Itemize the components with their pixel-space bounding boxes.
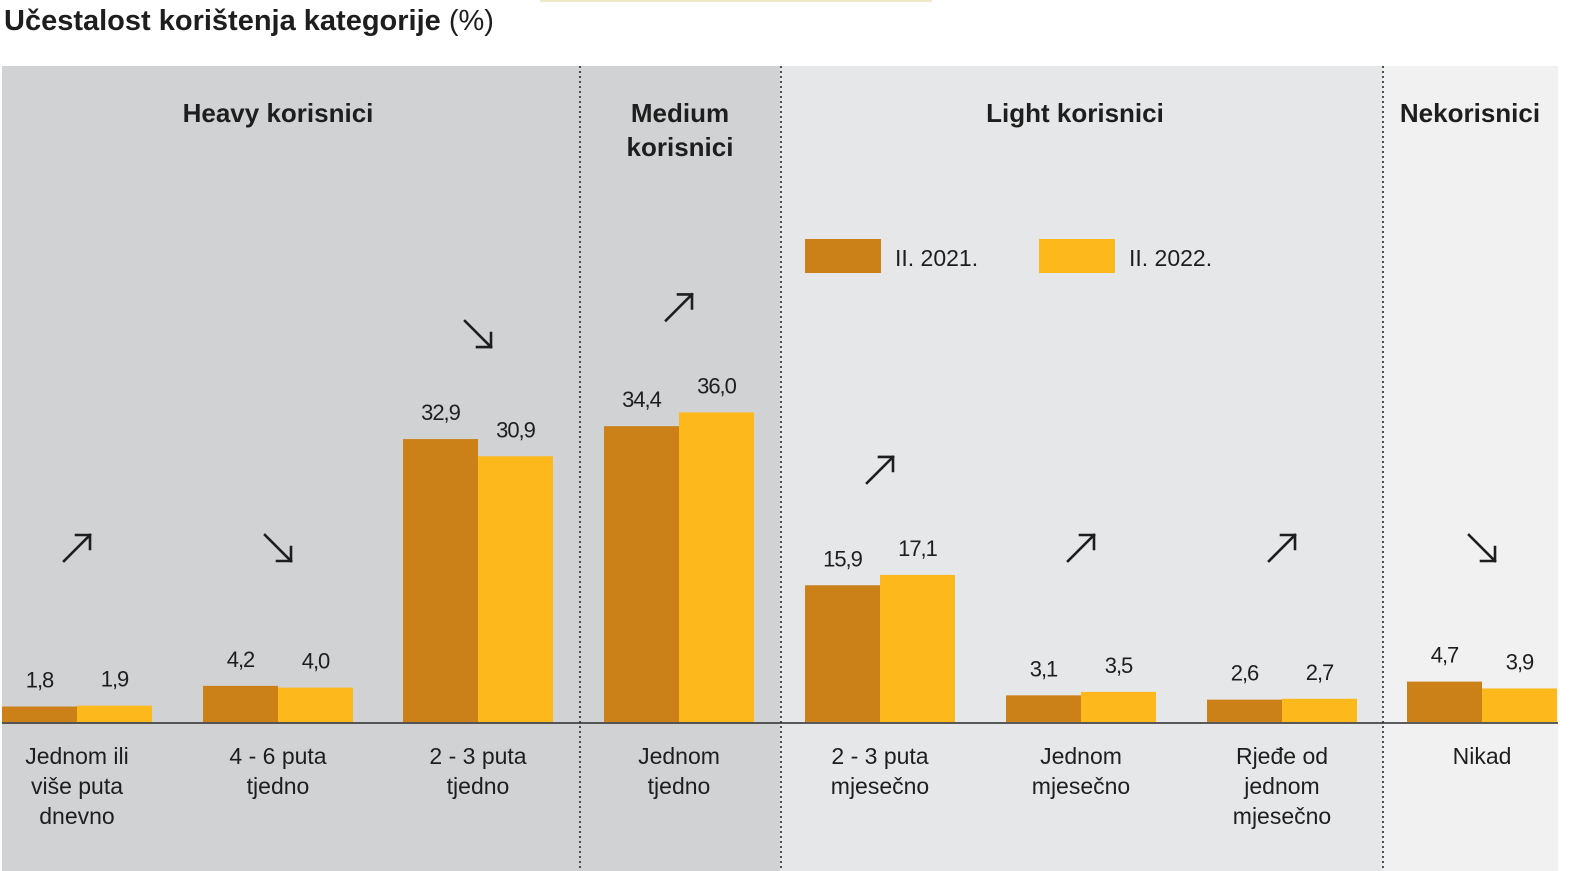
trend-arrow-shaft: [263, 533, 293, 563]
value-label-2021-5: 15,9: [823, 546, 863, 571]
chart-title-unit: (%): [448, 5, 494, 37]
trend-arrow-shaft: [865, 455, 895, 485]
bar-2021-6: [1006, 695, 1081, 722]
category-label-8: Nikad: [1453, 743, 1512, 769]
trend-arrow-head: [676, 293, 694, 310]
value-label-2021-4: 34,4: [622, 387, 662, 412]
group-title-1: Heavy korisnici: [183, 98, 374, 128]
trend-arrow-head: [74, 533, 92, 551]
bar-2021-8: [1407, 681, 1482, 722]
category-label-line: jednom: [1243, 773, 1319, 799]
trend-arrow-shaft: [463, 319, 493, 349]
value-label-2022-7: 2,7: [1306, 660, 1334, 685]
trend-arrow-up-6: [1066, 533, 1096, 563]
trend-arrow-head: [1479, 545, 1497, 563]
bar-2022-5: [880, 574, 955, 722]
category-label-line: mjesečno: [1032, 773, 1130, 799]
category-label-line: dnevno: [39, 803, 114, 829]
category-label-5: 2 - 3 puta mjesečno: [831, 743, 929, 799]
legend-swatch-2: [1039, 239, 1115, 273]
value-label-2022-6: 3,5: [1105, 653, 1133, 678]
bar-2021-4: [604, 426, 679, 722]
top-accent-strip: [540, 0, 932, 2]
value-label-2022-5: 17,1: [898, 536, 938, 561]
value-label-2021-1: 1,8: [26, 668, 54, 693]
group-title-2-line-2: korisnici: [627, 132, 734, 162]
category-label-line: Rjeđe od: [1236, 743, 1328, 769]
value-label-2021-3: 32,9: [421, 400, 461, 425]
trend-arrow-down-2: [263, 533, 293, 563]
category-label-line: mjesečno: [831, 773, 929, 799]
trend-arrow-up-4: [664, 292, 694, 323]
category-label-line: tjedno: [648, 773, 711, 799]
category-label-2: 4 - 6 puta tjedno: [229, 743, 326, 799]
trend-arrow-up-1: [62, 533, 92, 563]
trend-arrow-head: [1078, 533, 1096, 551]
group-title-4: Nekorisnici: [1400, 98, 1540, 128]
legend-label-2: II. 2022.: [1129, 245, 1212, 271]
group-title-2-line-1: Medium: [631, 98, 729, 128]
category-label-line: 2 - 3 puta: [831, 743, 928, 769]
bar-2022-3: [478, 456, 553, 722]
trend-arrow-up-5: [865, 455, 895, 485]
value-label-2022-8: 3,9: [1506, 649, 1534, 674]
legend-label-1: II. 2021.: [895, 245, 978, 271]
trend-arrow-down-8: [1467, 533, 1497, 563]
category-label-7: Rjeđe od jednom mjesečno: [1233, 743, 1331, 829]
category-label-3: 2 - 3 puta tjedno: [429, 743, 526, 799]
category-label-line: tjedno: [447, 773, 510, 799]
category-label-line: 2 - 3 puta: [429, 743, 526, 769]
trend-arrow-shaft: [1267, 533, 1297, 563]
chart-title: Učestalost korištenja kategorije (%): [4, 4, 494, 38]
category-label-line: 4 - 6 puta: [229, 743, 326, 769]
trend-arrow-head: [877, 455, 895, 473]
bar-2021-2: [203, 685, 278, 722]
bar-2022-6: [1081, 691, 1156, 722]
trend-arrow-head: [475, 331, 493, 349]
category-label-6: Jednom mjesečno: [1032, 743, 1130, 799]
value-label-2022-2: 4,0: [302, 649, 330, 674]
category-label-line: Jednom: [1040, 743, 1122, 769]
trend-arrow-shaft: [1066, 533, 1096, 563]
bar-2021-1: [2, 706, 77, 722]
trend-arrow-up-7: [1267, 533, 1297, 563]
value-label-2022-4: 36,0: [697, 373, 737, 398]
value-label-2021-7: 2,6: [1231, 661, 1259, 686]
bar-2021-7: [1207, 699, 1282, 722]
bar-2021-3: [403, 439, 478, 722]
trend-arrow-shaft: [664, 292, 694, 323]
value-label-2022-1: 1,9: [101, 667, 129, 692]
category-label-line: mjesečno: [1233, 803, 1331, 829]
value-label-2022-3: 30,9: [496, 417, 536, 442]
trend-arrow-shaft: [1467, 533, 1497, 563]
trend-arrow-shaft: [62, 533, 92, 563]
bar-2021-5: [805, 585, 880, 722]
value-label-2021-2: 4,2: [227, 647, 255, 672]
bar-2022-7: [1282, 698, 1357, 722]
category-label-1: Jednom ili više puta dnevno: [25, 743, 129, 829]
legend-swatch-1: [805, 239, 881, 273]
trend-arrow-head: [1279, 533, 1297, 551]
group-title-3: Light korisnici: [986, 98, 1164, 128]
value-label-2021-8: 4,7: [1431, 643, 1459, 668]
category-label-line: Jednom ili: [25, 743, 129, 769]
bar-2022-1: [77, 705, 152, 722]
category-label-line: Jednom: [638, 743, 720, 769]
category-label-line: tjedno: [247, 773, 310, 799]
bar-2022-4: [679, 412, 754, 722]
chart-title-main: Učestalost korištenja kategorije: [4, 5, 441, 37]
group-panel-4: [1383, 66, 1558, 871]
trend-arrow-head: [275, 545, 293, 563]
bar-2022-2: [278, 687, 353, 722]
value-label-2021-6: 3,1: [1030, 656, 1058, 681]
category-label-line: više puta: [31, 773, 123, 799]
bar-2022-8: [1482, 688, 1557, 722]
category-label-line: Nikad: [1453, 743, 1512, 769]
trend-arrow-down-3: [463, 319, 493, 349]
category-label-4: Jednom tjedno: [638, 743, 720, 799]
